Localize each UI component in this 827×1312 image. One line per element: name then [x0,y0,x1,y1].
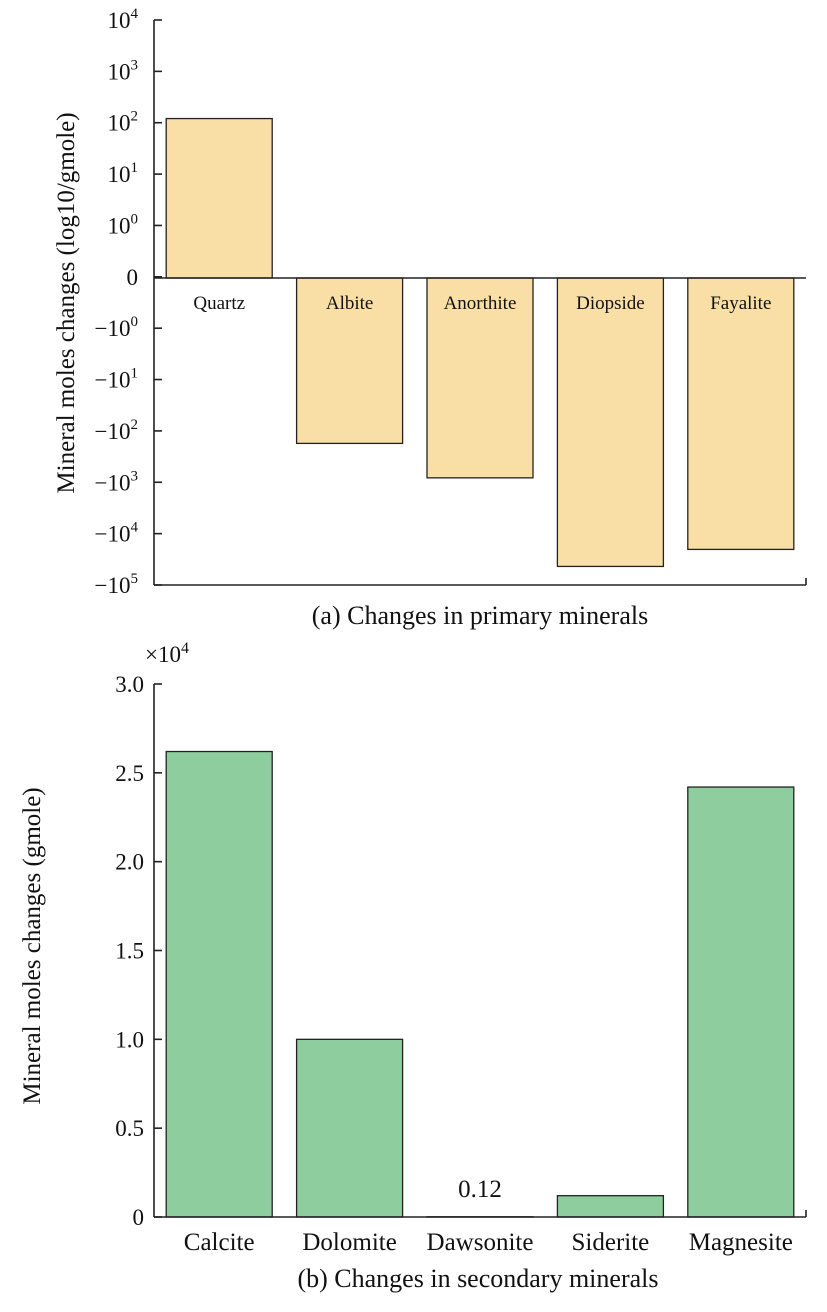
panel-a-y-tick-label: −102 [95,417,138,444]
panel-b-caption: (b) Changes in secondary minerals [297,1264,658,1293]
panel-a-y-tick-label: −100 [95,314,138,341]
bar-diopside [556,277,665,568]
category-label-fayalite: Fayalite [710,293,771,314]
category-label-siderite: Siderite [572,1229,650,1256]
bar-fayalite [687,277,795,551]
bar-siderite [556,1195,665,1218]
panel-b-y-tick-label: 3.0 [115,672,144,697]
panel-a-y-tick-label: 0 [127,265,139,290]
bar-quartz [165,117,273,279]
panel-a-y-tick-label: 100 [108,211,139,238]
panel-a-caption: (a) Changes in primary minerals [312,601,648,630]
panel-a-y-tick-label: 102 [108,109,139,136]
category-label-dawsonite: Dawsonite [427,1229,534,1256]
category-label-quartz: Quartz [193,293,245,314]
panel-a-y-tick-label: −101 [95,366,138,393]
bar-albite [295,277,404,445]
category-label-calcite: Calcite [184,1229,255,1256]
category-label-albite: Albite [326,293,374,314]
panel-b-y-tick-label: 2.0 [115,850,144,875]
panel-b-y-tick-label: 0 [133,1205,145,1230]
panel-a-y-tick-label: −104 [95,520,139,547]
category-label-magnesite: Magnesite [689,1229,793,1256]
bar-dolomite [295,1038,404,1218]
panel-a-y-tick-label: 101 [108,160,139,187]
panel-b-y-tick-label: 0.5 [115,1116,144,1141]
bar-anorthite [426,277,534,479]
panel-a-ylabel: Mineral moles changes (log10/gmole) [53,112,80,493]
panel-a-y-tick-label: 103 [108,57,139,84]
panel-b-y-tick-label: 1.0 [115,1027,144,1052]
category-label-diopside: Diopside [576,293,645,314]
annotation-dawsonite: 0.12 [458,1176,502,1203]
panel-a-y-tick-label: −105 [95,571,138,598]
panel-a-chart: 104 103 102 101 100 0 −100 −101 −102 −103 −104 −105… [53,6,807,630]
panel-b-chart: 0.12 0 0.5 1.0 1.5 2.0 2.5 3.0 Calcite Dolomite… [19,640,807,1293]
category-label-anorthite: Anorthite [444,293,517,314]
panel-b-ylabel: Mineral moles changes (gmole) [19,787,46,1104]
panel-b-y-tick-label: 1.5 [115,939,144,964]
panel-a-y-tick-label: −103 [95,468,138,495]
panel-a-y-tick-label: 104 [108,6,139,33]
category-label-dolomite: Dolomite [302,1229,396,1256]
bar-calcite [165,750,273,1218]
panel-b-y-tick-label: 2.5 [115,761,144,786]
bar-magnesite [687,786,795,1218]
panel-b-multiplier: ×104 [145,640,189,667]
